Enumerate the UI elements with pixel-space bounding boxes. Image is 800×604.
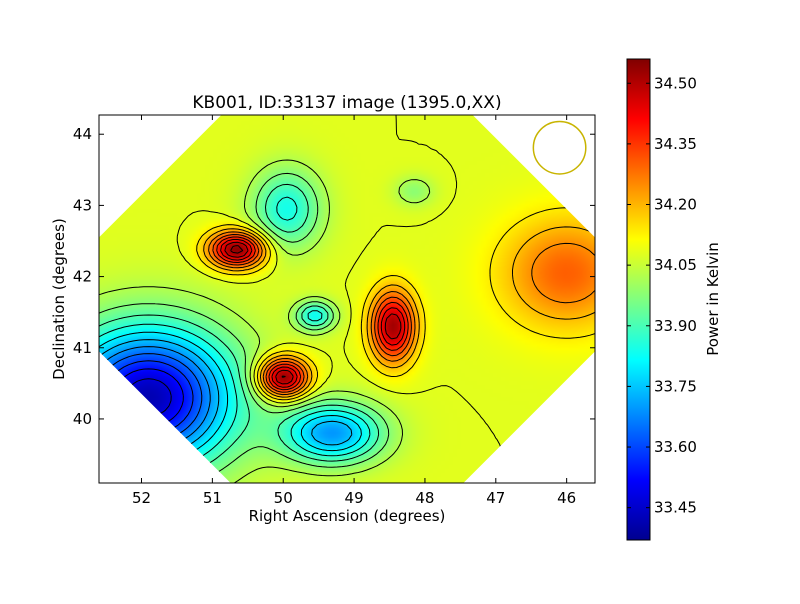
x-tick-label: 50 — [274, 489, 293, 507]
y-tick-label: 41 — [73, 339, 92, 357]
intensity-field — [99, 115, 595, 483]
contour-line — [99, 159, 431, 483]
y-axis-label: Declination (degrees) — [50, 218, 68, 380]
colorbar-tick-label: 33.90 — [654, 317, 697, 335]
contour-line — [220, 239, 406, 388]
contour-line — [230, 245, 286, 378]
colorbar: 33.45 33.60 33.75 33.90 34.05 34.20 34.35 34.50… — [626, 58, 722, 541]
y-tick-label: 43 — [73, 196, 92, 214]
colorbar-tick-label: 34.35 — [654, 135, 697, 153]
y-tick-label: 44 — [73, 125, 92, 143]
contour-line — [212, 234, 412, 393]
colorbar-tick-label: 33.75 — [654, 377, 697, 395]
x-tick-label: 52 — [132, 489, 151, 507]
beam-circle — [532, 120, 587, 175]
y-tick-label: 40 — [73, 410, 92, 428]
colorbar-tick-label: 34.05 — [654, 256, 697, 274]
plot-frame — [98, 114, 596, 484]
colorbar-tick-label: 33.45 — [654, 499, 697, 517]
contour-line — [176, 115, 514, 483]
contour-line — [224, 241, 402, 385]
intensity-raster — [99, 115, 595, 483]
x-tick-label: 48 — [415, 489, 434, 507]
contour-line — [216, 236, 409, 391]
colorbar-gradient — [626, 58, 651, 541]
colorbar-tick-label: 33.60 — [654, 438, 697, 456]
colorbar-ticks: 33.45 33.60 33.75 33.90 34.05 34.20 34.35 34.50 — [627, 74, 697, 517]
plot-area — [99, 115, 595, 483]
colorbar-tick-label: 34.50 — [654, 74, 697, 92]
x-tick-label: 47 — [486, 489, 505, 507]
x-axis-label: Right Ascension (degrees) — [249, 507, 446, 525]
contour-line — [208, 231, 595, 396]
x-tick-label: 46 — [557, 489, 576, 507]
contour-line — [99, 172, 390, 483]
y-axis: 40 41 42 43 44 — [73, 125, 595, 428]
x-tick-label: 49 — [345, 489, 364, 507]
x-tick-label: 51 — [203, 489, 222, 507]
contour-line — [203, 226, 595, 398]
x-axis: 52 51 50 49 48 47 46 — [132, 115, 576, 507]
y-tick-label: 42 — [73, 268, 92, 286]
colorbar-label: Power in Kelvin — [704, 242, 722, 356]
chart-title: KB001, ID:33137 image (1395.0,XX) — [192, 93, 501, 113]
contour-line — [196, 207, 595, 401]
colorbar-tick-label: 34.20 — [654, 196, 697, 214]
